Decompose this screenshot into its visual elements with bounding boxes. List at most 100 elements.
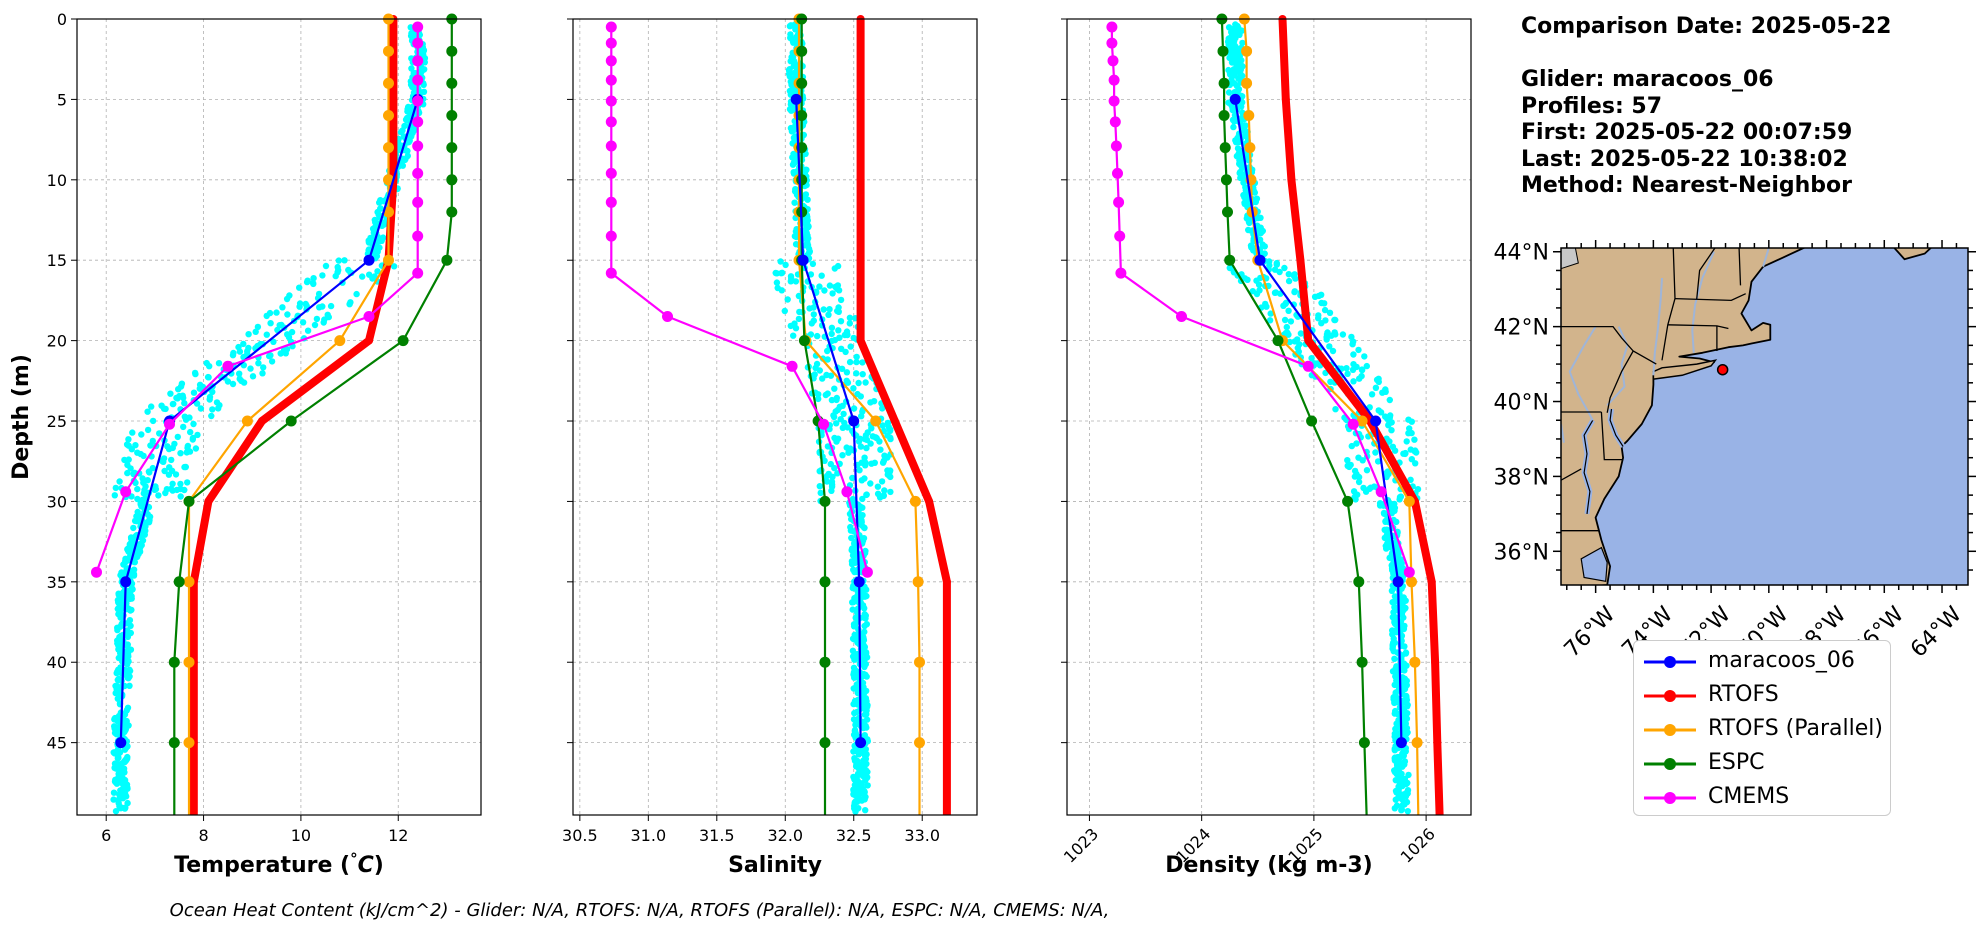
- glider-raw-point: [303, 278, 311, 286]
- glider-raw-point: [1234, 28, 1241, 35]
- legend-item-rtofs-parallel: RTOFS (Parallel): [1634, 713, 1890, 747]
- state-border: [1600, 411, 1624, 461]
- glider-raw-point: [846, 320, 853, 327]
- glider-raw-point: [858, 797, 865, 804]
- glider-raw-point: [1405, 416, 1412, 423]
- data-point: [798, 335, 810, 347]
- glider-raw-point: [874, 483, 882, 490]
- data-point: [173, 576, 185, 588]
- glider-raw-point: [851, 636, 858, 643]
- glider-raw-point: [146, 513, 154, 520]
- glider-raw-point: [1311, 293, 1319, 300]
- map-frame: [1560, 247, 1969, 586]
- glider-raw-point: [804, 196, 811, 203]
- glider-raw-point: [861, 791, 868, 799]
- glider-raw-point: [190, 420, 197, 428]
- ocean-heat-content-note: Ocean Heat Content (kJ/cm^2) - Glider: N…: [169, 900, 1110, 921]
- glider-raw-point: [1239, 123, 1247, 130]
- data-point: [1218, 77, 1230, 89]
- data-point: [1115, 267, 1127, 279]
- glider-raw-point: [193, 400, 201, 407]
- glider-raw-point: [1236, 169, 1243, 177]
- glider-raw-point: [174, 395, 181, 402]
- glider-raw-point: [868, 425, 875, 432]
- glider-raw-point: [854, 701, 861, 708]
- data-point: [909, 495, 921, 507]
- data-point: [446, 45, 458, 57]
- glider-raw-point: [1402, 449, 1409, 457]
- glider-raw-point: [1229, 36, 1237, 43]
- glider-raw-point: [1348, 442, 1356, 450]
- glider-raw-point: [853, 747, 860, 755]
- glider-raw-point: [197, 405, 205, 412]
- glider-raw-point: [304, 327, 312, 334]
- data-point: [942, 738, 951, 747]
- glider-raw-point: [839, 452, 846, 459]
- glider-raw-point: [827, 460, 834, 468]
- data-point: [1112, 167, 1123, 179]
- x-tick-label: 10: [291, 826, 311, 845]
- glider-raw-point: [133, 553, 140, 560]
- glider-raw-point: [1401, 622, 1408, 630]
- glider-raw-point: [155, 492, 162, 499]
- data-point: [183, 495, 195, 507]
- data-point: [412, 21, 424, 33]
- glider-raw-point: [114, 637, 121, 644]
- data-point: [1302, 360, 1314, 372]
- glider-raw-point: [167, 390, 174, 397]
- glider-raw-point: [820, 306, 827, 313]
- data-point: [1106, 37, 1118, 49]
- data-point: [1342, 495, 1354, 507]
- glider-raw-point: [1343, 365, 1350, 372]
- glider-raw-point: [1387, 412, 1394, 419]
- glider-raw-point: [884, 419, 892, 427]
- glider-raw-point: [847, 527, 855, 534]
- glider-raw-point: [861, 524, 868, 532]
- axes-frame: [76, 18, 482, 816]
- glider-raw-point: [260, 364, 267, 371]
- glider-raw-point: [418, 68, 425, 76]
- glider-raw-point: [134, 508, 141, 516]
- glider-raw-point: [372, 245, 379, 252]
- glider-raw-point: [268, 358, 276, 365]
- data-point: [383, 142, 394, 154]
- glider-raw-point: [1272, 289, 1280, 296]
- glider-raw-point: [1350, 488, 1358, 495]
- glider-raw-point: [786, 66, 793, 73]
- state-border: [1606, 350, 1634, 413]
- series-cmems: [1106, 21, 1415, 578]
- glider-raw-point: [1372, 449, 1379, 456]
- glider-raw-point: [1287, 318, 1295, 325]
- glider-raw-point: [115, 646, 122, 653]
- glider-raw-point: [855, 765, 863, 773]
- legend-label: ESPC: [1708, 750, 1765, 775]
- glider-raw-point: [1377, 409, 1385, 416]
- glider-raw-point: [1297, 330, 1305, 337]
- data-point: [1353, 576, 1365, 588]
- glider-raw-point: [837, 318, 845, 325]
- glider-raw-point: [884, 432, 891, 439]
- glider-raw-point: [111, 778, 119, 785]
- glider-raw-point: [1230, 70, 1237, 78]
- x-tick-label: 31.0: [631, 826, 667, 845]
- glider-raw-point: [867, 480, 874, 487]
- river: [1606, 326, 1629, 406]
- y-tick-label: 20: [47, 332, 67, 351]
- data-point: [797, 254, 809, 266]
- glider-raw-point: [828, 487, 835, 494]
- glider-raw-point: [1386, 554, 1393, 562]
- glider-raw-point: [1391, 730, 1399, 737]
- glider-raw-point: [1380, 509, 1388, 517]
- glider-raw-point: [1407, 476, 1414, 483]
- glider-raw-point: [824, 390, 831, 397]
- data-point: [1113, 196, 1125, 208]
- glider-raw-point: [365, 239, 373, 246]
- glider-raw-point: [784, 296, 791, 303]
- glider-raw-point: [182, 416, 190, 423]
- glider-raw-point: [884, 454, 891, 461]
- glider-raw-point: [229, 380, 237, 388]
- glider-raw-point: [846, 358, 854, 366]
- glider-raw-point: [1411, 436, 1418, 443]
- glider-raw-point: [1391, 655, 1398, 662]
- data-point: [1243, 110, 1255, 121]
